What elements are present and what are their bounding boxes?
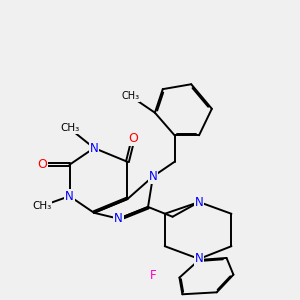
Text: CH₃: CH₃ <box>121 91 140 101</box>
Text: CH₃: CH₃ <box>32 201 52 211</box>
Text: N: N <box>195 252 203 266</box>
Text: N: N <box>90 142 98 154</box>
Text: O: O <box>37 158 47 171</box>
Text: CH₃: CH₃ <box>60 123 79 134</box>
Text: N: N <box>114 212 123 225</box>
Text: N: N <box>65 190 74 202</box>
Text: N: N <box>148 170 157 183</box>
Text: N: N <box>195 196 203 208</box>
Text: O: O <box>128 132 138 145</box>
Text: F: F <box>150 269 156 282</box>
